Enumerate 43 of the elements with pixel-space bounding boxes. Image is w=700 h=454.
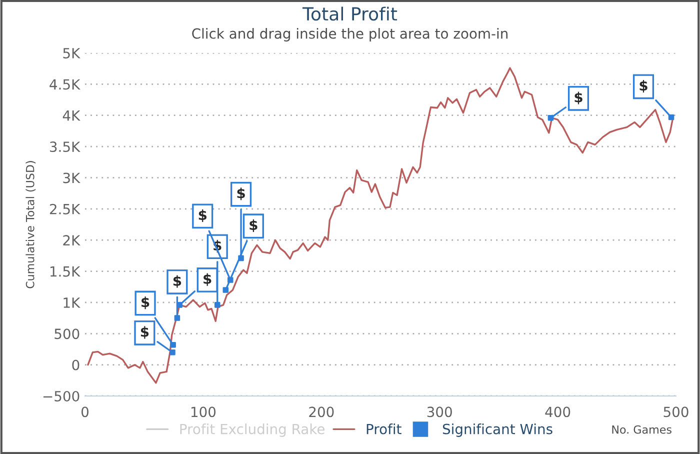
- legend-label: Significant Wins: [442, 424, 552, 437]
- data-label: $: [204, 273, 212, 286]
- chart-subtitle: Click and drag inside the plot area to zoom-in: [192, 28, 508, 42]
- point: [668, 114, 674, 120]
- x-tick-label: 400: [545, 406, 570, 418]
- y-tick-label: 5K: [63, 48, 80, 58]
- data-label: $: [140, 326, 149, 339]
- point: [227, 277, 234, 283]
- y-tick-label: 1K: [64, 298, 80, 308]
- x-tick-label: 0: [81, 406, 88, 418]
- chart-title: Total Profit: [302, 6, 398, 21]
- data-label: $: [237, 188, 245, 200]
- y-tick-label: 3K: [63, 172, 80, 184]
- data-label: $: [250, 219, 258, 232]
- y-axis-title: Cumulative Total (USD): [26, 161, 36, 288]
- y-tick-label: 2K: [63, 235, 80, 246]
- x-tick-label: 100: [191, 406, 216, 418]
- line-series: [87, 67, 674, 384]
- point: [214, 302, 220, 308]
- y-tick-label: 3.5K: [50, 142, 80, 152]
- y-tick-label: 2.5K: [50, 204, 80, 214]
- data-label: $: [640, 80, 648, 93]
- point: [170, 349, 176, 356]
- x-axis-title: No. Games: [612, 425, 672, 434]
- legend-label: Profit: [366, 424, 402, 434]
- point: [174, 315, 180, 321]
- data-label: $: [142, 296, 150, 310]
- y-tick-label: 4K: [62, 110, 80, 121]
- x-tick-label: 200: [309, 406, 334, 418]
- data-label: $: [173, 275, 182, 288]
- point: [170, 342, 176, 348]
- y-tick-label: 0: [72, 360, 80, 370]
- y-tick-label: 4.5K: [50, 79, 80, 90]
- x-tick-label: 300: [427, 406, 452, 418]
- y-tick-label: −500: [43, 390, 80, 402]
- point: [238, 255, 244, 262]
- y-tick-label: 1.5K: [50, 266, 80, 277]
- x-tick-label: 500: [664, 406, 688, 418]
- point: [548, 114, 554, 121]
- data-label: $: [198, 209, 206, 222]
- data-label: $: [574, 92, 582, 104]
- point: [222, 287, 229, 293]
- y-tick-label: 500: [54, 328, 80, 340]
